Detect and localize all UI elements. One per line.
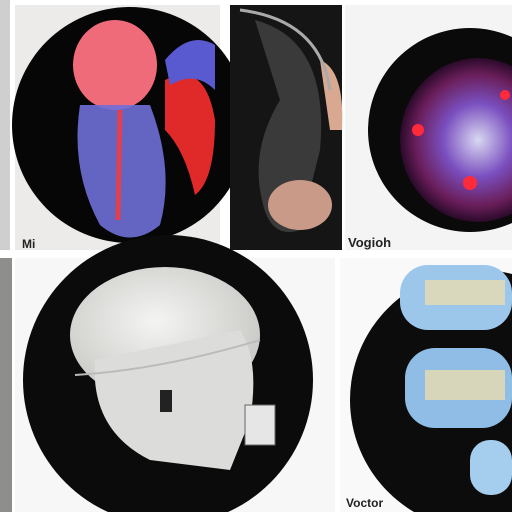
edge-strip <box>0 258 12 512</box>
panel-anatomy <box>12 5 248 250</box>
panel-head <box>15 235 335 512</box>
caption: Vogioh <box>348 235 391 250</box>
panel-scan <box>345 5 512 250</box>
panel-blue <box>340 258 512 512</box>
panel-photo <box>230 5 343 250</box>
caption: Mi <box>22 237 35 251</box>
caption: Voctor <box>346 496 383 510</box>
edge-strip <box>0 0 10 250</box>
